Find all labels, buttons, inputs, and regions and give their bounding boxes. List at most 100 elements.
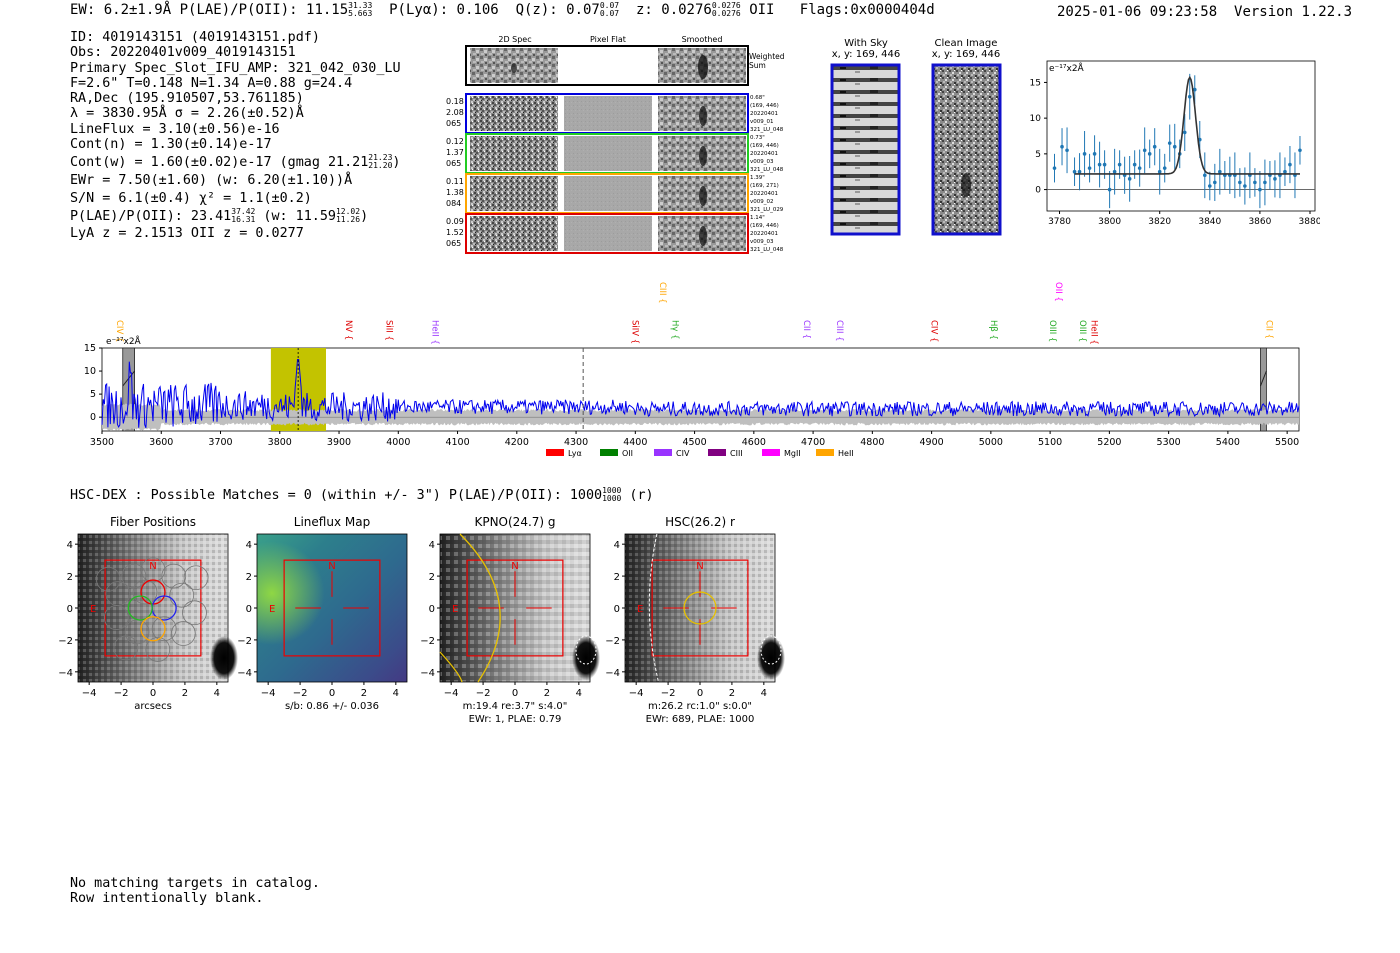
fit-data-point <box>1192 87 1197 92</box>
contw-lo: 21.20 <box>368 161 393 171</box>
panel-y-tick-label: −2 <box>58 636 73 647</box>
panel-x-tick-label: 2 <box>729 688 735 699</box>
panel-y-tick-label: −4 <box>58 668 73 679</box>
panel-y-tick-label: −2 <box>420 636 435 647</box>
fit-data-point <box>1117 162 1122 167</box>
cutout-smooth-peak <box>699 186 707 206</box>
fit-data-point <box>1077 169 1082 174</box>
clean-title-block: Clean Image x, y: 169, 446 <box>928 38 1004 60</box>
cutout-row-right-label: 321_LU_048 <box>750 247 784 253</box>
header-stats: EW: 6.2±1.9Å P(LAE)/P(OII): 11.15 31.33 5.… <box>70 1 935 19</box>
catalog-ellipse-dashed-2 <box>760 635 782 665</box>
spectral-line-labels: CIV {NV {SiII {HeII {SiIV {CIII {Hγ {CII… <box>114 282 1274 345</box>
cutout-row-right-label: 1.14" <box>750 215 765 221</box>
panel-dark-source <box>210 636 238 680</box>
cutout-flat-image <box>564 216 652 251</box>
plae2-w-hi: 12.02 <box>335 207 361 217</box>
cutout-row-right-label: 20220401 <box>750 231 778 237</box>
plae2-hi: 37.42 <box>231 207 256 217</box>
clean-xy: x, y: 169, 446 <box>931 49 1001 60</box>
fit-x-tick-label: 3880 <box>1299 217 1320 227</box>
fit-x-tick-label: 3860 <box>1248 217 1271 227</box>
fit-y-tick-label: 15 <box>1030 78 1041 88</box>
fit-data-point <box>1218 169 1222 174</box>
spectrum-x-tick-label: 3900 <box>327 437 351 448</box>
panel-y-tick-label: 2 <box>67 572 73 583</box>
spectrum-x-tick-label: 5100 <box>1038 437 1062 448</box>
panel-x-tick-label: −2 <box>114 688 129 699</box>
fit-data-point <box>1258 187 1262 192</box>
fiber-circle <box>95 566 121 592</box>
fit-data-point <box>1213 180 1217 185</box>
cutout-row-right-label: 321_LU_048 <box>750 127 784 133</box>
fiber-circle <box>169 582 195 608</box>
info-fwhm: F=2.6" T=0.148 N=1.34 A=0.88 g=24.4 <box>70 75 353 91</box>
header-datetime-version: 2025-01-06 09:23:58 Version 1.22.3 <box>1057 4 1352 20</box>
fit-y-tick-label: 0 <box>1035 186 1041 196</box>
spectral-line-label: CII { <box>801 320 811 339</box>
fit-data-point <box>1142 148 1147 153</box>
z-hi: 0.0276 <box>711 1 741 10</box>
panel-y-tick-label: −4 <box>237 668 252 679</box>
spectrum-x-tick-label: 4600 <box>742 437 766 448</box>
hsc-lo: 1000 <box>602 494 622 503</box>
spectral-line-label: OIII { <box>1047 320 1057 342</box>
fit-data-point <box>1065 148 1069 153</box>
cutout-2d-image <box>470 136 558 171</box>
panel-title: HSC(26.2) r <box>665 515 735 529</box>
fit-y-tick-label: 5 <box>1035 150 1041 160</box>
cutout-smooth-peak <box>699 106 707 126</box>
spectrum-x-tick-label: 3800 <box>268 437 292 448</box>
panel-x-tick-label: 4 <box>576 688 582 699</box>
fit-y-tick-label: 10 <box>1030 114 1042 124</box>
spectrum-x-tick-label: 4100 <box>445 437 469 448</box>
cutout-flat-image <box>564 136 652 171</box>
z-line: OII <box>749 2 775 18</box>
panel-group: Fiber Positions N E −4 −2 0 2 4 4 2 0 −2 −4 arcsecs Li… <box>58 515 785 723</box>
spectral-line-label: HeII { <box>430 320 440 345</box>
panel-y-tick-label: 4 <box>429 540 435 551</box>
panel-x-tick-label: −4 <box>261 688 276 699</box>
cutout-row-left-label: 065 <box>446 159 461 168</box>
datetime: 2025-01-06 09:23:58 <box>1057 4 1218 20</box>
fit-data-point <box>1097 162 1102 167</box>
legend-swatch <box>762 449 780 456</box>
fit-x-tick-label: 3780 <box>1048 217 1071 227</box>
panel-x-tick-label: −4 <box>444 688 459 699</box>
legend-label: MgII <box>784 449 801 458</box>
panel-caption-1: s/b: 0.86 +/- 0.036 <box>285 701 379 712</box>
ew-value: EW: 6.2±1.9Å <box>70 2 172 18</box>
spectrum-x-tick-label: 3700 <box>208 437 232 448</box>
panel-title: Lineflux Map <box>294 515 370 529</box>
q-value: Q(z): 0.07 <box>515 2 600 18</box>
info-ewr: EWr = 7.50(±1.60) (w: 6.20(±1.10))Å <box>70 172 353 188</box>
panel-y-tick-label: 0 <box>246 604 252 615</box>
panel-y-tick-label: 0 <box>67 604 73 615</box>
full-spectrum-chart: CIV {NV {SiII {HeII {SiIV {CIII {Hγ {CII… <box>84 282 1300 458</box>
legend-swatch <box>600 449 618 456</box>
info-lineflux: LineFlux = 3.10(±0.56)e-16 <box>70 121 280 137</box>
q-lo: 0.07 <box>599 9 620 18</box>
spectral-line-label: CIII { <box>657 282 667 304</box>
fit-gaussian-curve <box>1074 75 1300 175</box>
cutout-row-left-label: 2.08 <box>446 108 464 117</box>
panel-aperture-box <box>651 559 749 657</box>
spectrum-y-tick-label: 15 <box>84 343 96 354</box>
fit-x-tick-label: 3840 <box>1198 217 1221 227</box>
panel-dark-source <box>572 636 600 680</box>
fit-data-point <box>1202 173 1207 178</box>
panel-x-tick-label: −4 <box>629 688 644 699</box>
z-lo: 0.0276 <box>711 9 741 18</box>
fit-data-point <box>1273 177 1277 181</box>
fit-data-point <box>1152 144 1157 149</box>
fiber-circle <box>183 565 209 591</box>
panel-y-tick-label: 0 <box>614 604 620 615</box>
spectrum-x-tick-label: 5400 <box>1216 437 1240 448</box>
spectrum-x-tick-label: 5000 <box>979 437 1003 448</box>
cutout-row-left-label: 1.38 <box>446 188 464 197</box>
z-value: z: 0.0276 <box>635 2 712 18</box>
cutout-row-right-label: v009_02 <box>750 199 774 205</box>
spectrum-x-tick-label: 3600 <box>149 437 173 448</box>
fit-chart-unit: e⁻¹⁷x2Å <box>1049 62 1085 74</box>
fit-data-point <box>1182 130 1187 135</box>
